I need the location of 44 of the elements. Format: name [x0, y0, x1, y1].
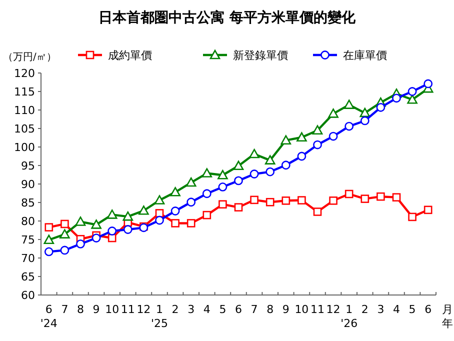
y-tick-label: 75: [21, 234, 35, 246]
x-tick-label: 11: [120, 303, 135, 316]
x-tick-label: 4: [393, 303, 400, 316]
x-tick-label: 9: [282, 303, 290, 316]
x-tick-label: 1 '26: [340, 303, 358, 330]
y-tick-label: 120: [14, 67, 35, 80]
x-tick-label: 5: [408, 303, 416, 316]
x-tick-label: 4: [203, 303, 210, 316]
x-tick-label: 5: [219, 303, 226, 316]
y-tick-label: 100: [14, 141, 35, 154]
legend-label: 在庫單價: [343, 49, 387, 62]
x-tick-label: 7: [250, 303, 258, 316]
x-tick-label: 12: [326, 303, 340, 316]
y-tick-label: 70: [21, 252, 35, 265]
x-tick-label: 1 '25: [150, 303, 168, 330]
chart-title: 日本首都圏中古公寓 每平方米單價的變化: [98, 9, 356, 26]
x-axis-title: 月年: [442, 303, 453, 330]
x-tick-label: 10: [294, 303, 309, 316]
x-tick-label: 8: [266, 303, 274, 316]
x-tick-label: 6 '24: [40, 303, 58, 330]
x-tick-label: 10: [105, 303, 120, 316]
y-axis-title: （万円/㎡）: [3, 52, 56, 63]
x-tick-label: 11: [310, 303, 324, 316]
y-tick-label: 110: [14, 104, 35, 117]
y-tick-label: 105: [14, 122, 35, 136]
y-tick-label: 80: [21, 215, 35, 228]
x-tick-label: 9: [92, 303, 100, 316]
y-tick-label: 95: [21, 160, 35, 172]
x-tick-label: 6: [235, 303, 242, 316]
x-tick-label: 2: [172, 303, 179, 316]
x-tick-label: 8: [77, 303, 84, 316]
legend-label: 成約單價: [108, 49, 152, 62]
y-tick-label: 115: [14, 86, 35, 98]
x-tick-label: 2: [361, 303, 368, 316]
y-tick-label: 65: [21, 270, 35, 284]
x-tick-label: 3: [188, 303, 195, 316]
y-tick-label: 60: [21, 289, 35, 302]
x-tick-label: 12: [136, 303, 151, 316]
x-tick-label: 7: [61, 303, 68, 316]
x-tick-label: 6: [424, 303, 432, 316]
y-tick-label: 90: [21, 178, 35, 191]
y-tick-label: 85: [21, 196, 35, 210]
x-tick-label: 3: [377, 303, 384, 316]
legend-label: 新登錄單價: [233, 49, 288, 62]
